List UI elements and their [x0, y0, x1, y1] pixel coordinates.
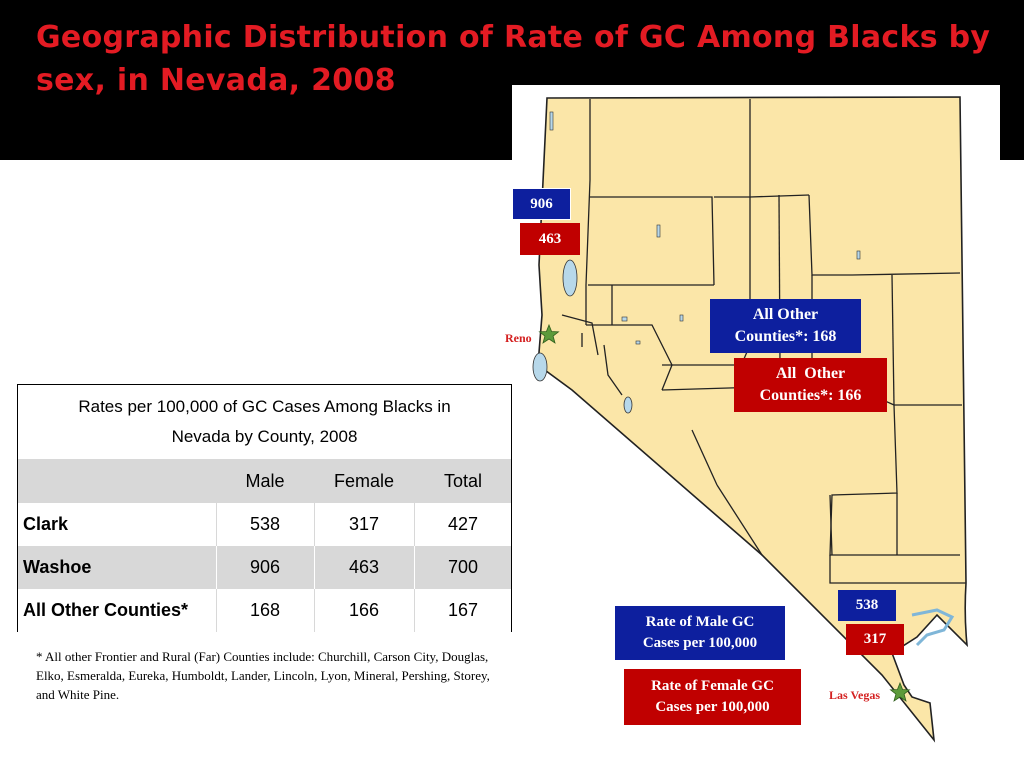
row-county: Washoe	[23, 557, 92, 577]
nevada-county-map	[532, 96, 969, 743]
table-row: All Other Counties* 168 166 167	[18, 589, 511, 632]
legend-male-line2: Cases per 100,000	[642, 635, 758, 651]
walker-lake	[623, 396, 633, 414]
other-male-line2: Counties*: 168	[734, 328, 837, 345]
legend-male-line1: Rate of Male GC	[645, 614, 755, 630]
header-male: Male	[245, 470, 285, 491]
other-female-rate: All Other Counties*: 166	[734, 358, 887, 412]
row-county: All Other Counties*	[23, 600, 189, 620]
legend-female-line2: Cases per 100,000	[655, 699, 770, 715]
row-total: 167	[447, 600, 479, 620]
clark-female-rate: 317	[846, 624, 904, 655]
table-title-line2: Nevada by County, 2008	[171, 427, 358, 446]
reno-star-icon	[538, 323, 560, 344]
row-female: 317	[348, 514, 380, 534]
washoe-male-rate: 906	[512, 188, 571, 220]
row-female: 463	[348, 557, 380, 577]
nevada-map	[512, 85, 1000, 750]
other-male-rate: All Other Counties*: 168	[710, 299, 861, 353]
las-vegas-star-icon	[889, 681, 911, 702]
table-title: Rates per 100,000 of GC Cases Among Blac…	[18, 385, 511, 459]
lake-tahoe	[532, 352, 548, 382]
clark-male-rate: 538	[838, 590, 896, 621]
row-total: 700	[447, 557, 479, 577]
legend-female: Rate of Female GC Cases per 100,000	[624, 669, 801, 725]
slide-title: Geographic Distribution of Rate of GC Am…	[36, 20, 991, 98]
row-male: 168	[249, 600, 281, 620]
washoe-female-rate: 463	[520, 223, 580, 255]
row-total: 427	[447, 514, 479, 534]
header-total: Total	[443, 470, 483, 491]
table-row: Clark 538 317 427	[18, 503, 511, 546]
header-county	[18, 459, 216, 503]
row-county: Clark	[23, 514, 69, 534]
table-header-row: Male Female Total	[18, 459, 511, 503]
header-female: Female	[333, 470, 395, 491]
row-male: 906	[249, 557, 281, 577]
rates-table: Rates per 100,000 of GC Cases Among Blac…	[17, 384, 512, 632]
reno-label: Reno	[505, 331, 532, 345]
table-row: Washoe 906 463 700	[18, 546, 511, 589]
other-male-line1: All Other	[752, 306, 819, 323]
footnote: * All other Frontier and Rural (Far) Cou…	[36, 649, 490, 702]
row-female: 166	[348, 600, 380, 620]
las-vegas-label: Las Vegas	[829, 688, 881, 702]
table-title-line1: Rates per 100,000 of GC Cases Among Blac…	[78, 397, 451, 416]
row-male: 538	[249, 514, 281, 534]
legend-female-line1: Rate of Female GC	[651, 678, 774, 694]
other-female-line2: Counties*: 166	[759, 387, 862, 404]
pyramid-lake	[562, 259, 578, 297]
lake-mead	[911, 608, 955, 647]
legend-male: Rate of Male GC Cases per 100,000	[615, 606, 785, 660]
other-female-line1: All Other	[775, 365, 846, 382]
